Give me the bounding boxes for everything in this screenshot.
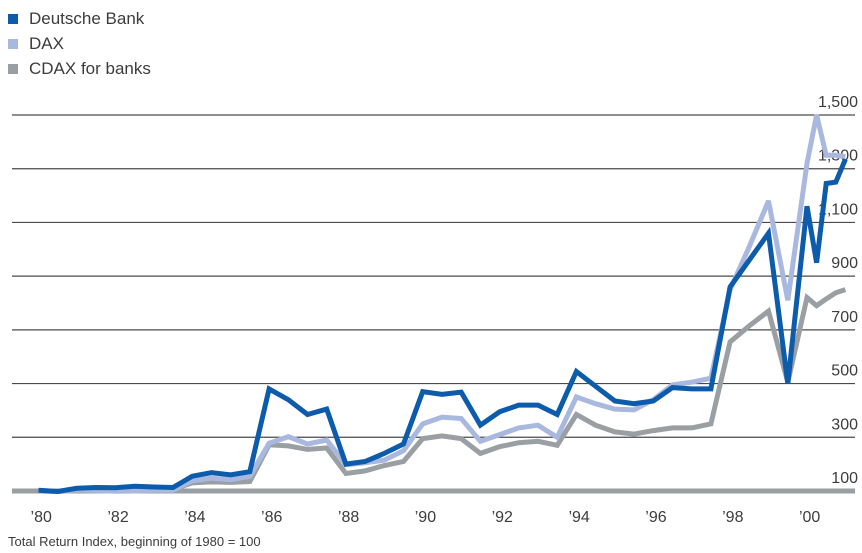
x-tick-label: ’92 [492,509,513,526]
series-lines [38,114,848,495]
legend-label-deutsche-bank: Deutsche Bank [29,8,145,28]
y-tick-label: 700 [831,309,858,326]
x-tick-label: ’86 [261,509,282,526]
legend-swatch-deutsche-bank [8,13,18,24]
x-tick-label: ’96 [645,509,666,526]
x-axis-tick-labels: ’80 ’82 ’84 ’86 ’88 ’90 ’92 ’94 ’96 ’98 ’00 [31,509,821,526]
y-tick-label: 300 [831,416,858,433]
legend-swatch-dax [8,38,18,49]
legend: Deutsche Bank DAX CDAX for banks [8,6,151,81]
chart-footnote: Total Return Index, beginning of 1980 = … [8,534,261,549]
legend-item-deutsche-bank: Deutsche Bank [8,6,151,31]
legend-item-dax: DAX [8,31,151,56]
legend-item-cdax-banks: CDAX for banks [8,56,151,81]
x-tick-label: ’90 [415,509,436,526]
x-tick-label: ’80 [31,509,52,526]
y-tick-label: 1,100 [818,201,858,218]
series-line-dax [38,114,846,495]
x-tick-label: ’94 [568,509,589,526]
y-tick-label: 1,500 [818,94,858,111]
x-tick-label: ’88 [338,509,359,526]
x-tick-label: ’00 [799,509,820,526]
series-line-deutsche-bank [38,158,848,495]
y-tick-label: 100 [831,470,858,487]
legend-swatch-cdax-banks [8,63,18,74]
x-tick-label: ’84 [184,509,205,526]
legend-label-dax: DAX [29,33,64,53]
y-tick-label: 500 [831,363,858,380]
legend-label-cdax-banks: CDAX for banks [29,58,151,78]
y-tick-label: 900 [831,255,858,272]
x-tick-label: ’98 [722,509,743,526]
x-tick-label: ’82 [107,509,128,526]
